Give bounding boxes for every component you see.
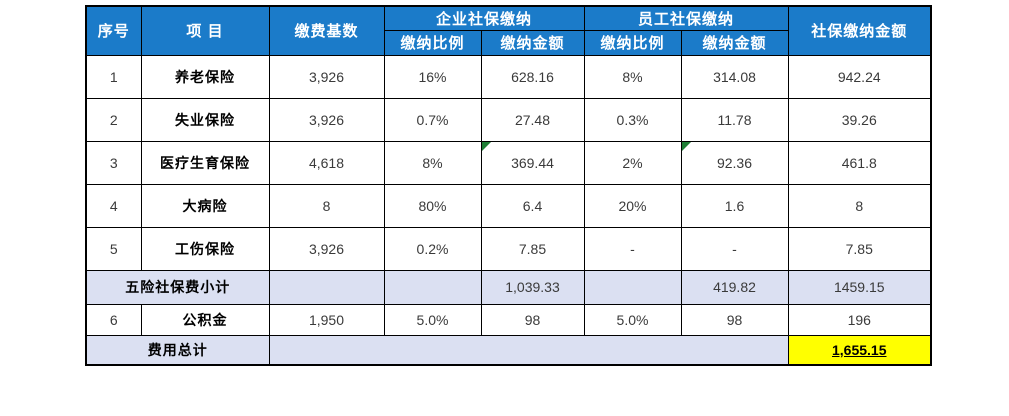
cell-company-ratio[interactable]: 8% <box>383 140 482 185</box>
header-group-employee[interactable]: 员工社保缴纳 <box>583 5 789 31</box>
cell-employee-amt[interactable]: 1.6 <box>680 183 789 228</box>
cell-employee-ratio[interactable]: 2% <box>583 140 682 185</box>
table-row-housing-fund: 6 公积金 1,950 5.0% 98 5.0% 98 196 <box>85 303 932 336</box>
subtotal-row: 五险社保费小计 1,039.33 419.82 1459.15 <box>85 269 932 305</box>
table-row-unemployment: 2 失业保险 3,926 0.7% 27.48 0.3% 11.78 39.26 <box>85 97 932 142</box>
cell-no[interactable]: 3 <box>85 140 142 185</box>
cell-employee-ratio[interactable]: 20% <box>583 183 682 228</box>
cell-total[interactable]: 7.85 <box>787 226 932 271</box>
subtotal-total[interactable]: 1459.15 <box>787 269 932 305</box>
comment-indicator-icon <box>682 142 691 151</box>
cell-employee-amt[interactable]: 92.36 <box>680 140 789 185</box>
cell-company-amt[interactable]: 27.48 <box>480 97 585 142</box>
cell-company-amt[interactable]: 98 <box>480 303 585 336</box>
subtotal-base-empty[interactable] <box>268 269 385 305</box>
comment-indicator-icon <box>482 142 491 151</box>
cell-total[interactable]: 461.8 <box>787 140 932 185</box>
cell-company-amt[interactable]: 628.16 <box>480 54 585 99</box>
cell-item[interactable]: 养老保险 <box>140 54 270 99</box>
cell-base[interactable]: 3,926 <box>268 54 385 99</box>
header-cell-item[interactable]: 项 目 <box>140 5 270 56</box>
cell-no[interactable]: 2 <box>85 97 142 142</box>
cell-item[interactable]: 大病险 <box>140 183 270 228</box>
cell-employee-ratio[interactable]: 5.0% <box>583 303 682 336</box>
cell-total[interactable]: 8 <box>787 183 932 228</box>
cell-company-ratio[interactable]: 80% <box>383 183 482 228</box>
subtotal-employee-ratio-empty[interactable] <box>583 269 682 305</box>
cell-company-ratio[interactable]: 5.0% <box>383 303 482 336</box>
cell-employee-ratio[interactable]: 8% <box>583 54 682 99</box>
table-row-critical-illness: 4 大病险 8 80% 6.4 20% 1.6 8 <box>85 183 932 228</box>
cell-no[interactable]: 4 <box>85 183 142 228</box>
cell-employee-ratio[interactable]: - <box>583 226 682 271</box>
header-cell-total[interactable]: 社保缴纳金额 <box>787 5 932 56</box>
cell-employee-ratio[interactable]: 0.3% <box>583 97 682 142</box>
cell-total[interactable]: 942.24 <box>787 54 932 99</box>
grand-total-spacer[interactable] <box>268 334 789 366</box>
cell-company-amt[interactable]: 369.44 <box>480 140 585 185</box>
cell-company-ratio[interactable]: 16% <box>383 54 482 99</box>
grand-total-label[interactable]: 费用总计 <box>85 334 270 366</box>
cell-base[interactable]: 4,618 <box>268 140 385 185</box>
cell-total[interactable]: 196 <box>787 303 932 336</box>
header-cell-employee-amount[interactable]: 缴纳金额 <box>680 29 789 56</box>
subtotal-employee-amt[interactable]: 419.82 <box>680 269 789 305</box>
cell-base[interactable]: 3,926 <box>268 226 385 271</box>
grand-total-row: 费用总计 1,655.15 <box>85 334 932 366</box>
table-row-work-injury: 5 工伤保险 3,926 0.2% 7.85 - - 7.85 <box>85 226 932 271</box>
social-insurance-table: 序号 项 目 缴费基数 企业社保缴纳 员工社保缴纳 社保缴纳金额 缴纳比例 缴纳… <box>85 5 932 366</box>
cell-no[interactable]: 5 <box>85 226 142 271</box>
header-cell-index[interactable]: 序号 <box>85 5 142 56</box>
table-row-medical: 3 医疗生育保险 4,618 8% 369.44 2% 92.36 461.8 <box>85 140 932 185</box>
cell-employee-amt[interactable]: 11.78 <box>680 97 789 142</box>
table-row-pension: 1 养老保险 3,926 16% 628.16 8% 314.08 942.24 <box>85 54 932 99</box>
header-cell-base[interactable]: 缴费基数 <box>268 5 385 56</box>
cell-company-amt[interactable]: 6.4 <box>480 183 585 228</box>
header-cell-company-ratio[interactable]: 缴纳比例 <box>383 29 482 56</box>
cell-no[interactable]: 6 <box>85 303 142 336</box>
subtotal-company-amt[interactable]: 1,039.33 <box>480 269 585 305</box>
header-cell-employee-ratio[interactable]: 缴纳比例 <box>583 29 682 56</box>
cell-item[interactable]: 工伤保险 <box>140 226 270 271</box>
subtotal-label[interactable]: 五险社保费小计 <box>85 269 270 305</box>
header-group-company[interactable]: 企业社保缴纳 <box>383 5 585 31</box>
cell-item[interactable]: 失业保险 <box>140 97 270 142</box>
cell-company-amt[interactable]: 7.85 <box>480 226 585 271</box>
cell-no[interactable]: 1 <box>85 54 142 99</box>
cell-employee-amt[interactable]: 314.08 <box>680 54 789 99</box>
header-cell-company-amount[interactable]: 缴纳金额 <box>480 29 585 56</box>
cell-employee-amt[interactable]: - <box>680 226 789 271</box>
cell-base[interactable]: 3,926 <box>268 97 385 142</box>
cell-base[interactable]: 8 <box>268 183 385 228</box>
grand-total-value[interactable]: 1,655.15 <box>787 334 932 366</box>
cell-item[interactable]: 公积金 <box>140 303 270 336</box>
cell-total[interactable]: 39.26 <box>787 97 932 142</box>
subtotal-company-ratio-empty[interactable] <box>383 269 482 305</box>
cell-company-ratio[interactable]: 0.2% <box>383 226 482 271</box>
cell-employee-amt[interactable]: 98 <box>680 303 789 336</box>
cell-item[interactable]: 医疗生育保险 <box>140 140 270 185</box>
cell-company-ratio[interactable]: 0.7% <box>383 97 482 142</box>
cell-base[interactable]: 1,950 <box>268 303 385 336</box>
